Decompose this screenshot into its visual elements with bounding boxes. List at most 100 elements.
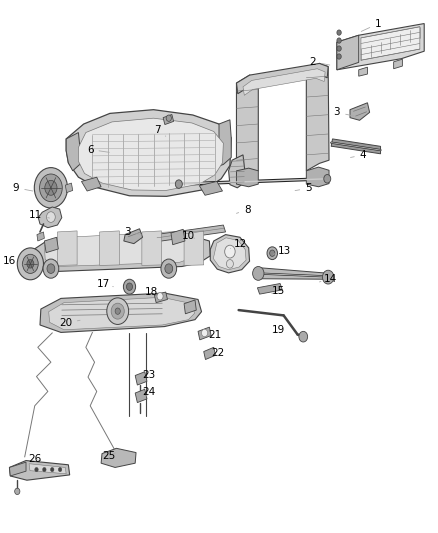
Polygon shape bbox=[171, 229, 185, 245]
Polygon shape bbox=[204, 348, 215, 360]
Text: 23: 23 bbox=[142, 370, 156, 381]
Polygon shape bbox=[66, 110, 231, 196]
Text: 9: 9 bbox=[13, 183, 33, 193]
Polygon shape bbox=[142, 231, 162, 265]
Polygon shape bbox=[37, 232, 44, 241]
Polygon shape bbox=[237, 75, 258, 174]
Text: 22: 22 bbox=[212, 348, 225, 358]
Text: 21: 21 bbox=[208, 329, 221, 340]
Polygon shape bbox=[214, 120, 231, 167]
Text: 8: 8 bbox=[237, 205, 251, 215]
Polygon shape bbox=[331, 139, 381, 154]
Polygon shape bbox=[184, 300, 196, 314]
Text: 12: 12 bbox=[230, 239, 247, 249]
Polygon shape bbox=[81, 177, 101, 191]
Circle shape bbox=[45, 180, 57, 195]
Circle shape bbox=[17, 248, 43, 280]
Circle shape bbox=[43, 259, 59, 278]
Polygon shape bbox=[10, 461, 70, 480]
Circle shape bbox=[299, 332, 307, 342]
Text: 20: 20 bbox=[59, 318, 80, 328]
Polygon shape bbox=[198, 327, 211, 340]
Polygon shape bbox=[38, 207, 62, 228]
Text: 13: 13 bbox=[274, 246, 291, 255]
Circle shape bbox=[324, 174, 331, 183]
Polygon shape bbox=[57, 231, 77, 265]
Polygon shape bbox=[135, 372, 147, 385]
Text: 10: 10 bbox=[182, 231, 195, 241]
Text: 3: 3 bbox=[334, 107, 354, 117]
Circle shape bbox=[337, 54, 341, 59]
Text: 14: 14 bbox=[319, 274, 337, 284]
Circle shape bbox=[201, 329, 208, 337]
Circle shape bbox=[124, 279, 136, 294]
Polygon shape bbox=[306, 63, 329, 171]
Polygon shape bbox=[10, 462, 26, 476]
Text: 7: 7 bbox=[154, 125, 166, 136]
Circle shape bbox=[35, 467, 38, 472]
Polygon shape bbox=[124, 229, 143, 244]
Polygon shape bbox=[237, 63, 328, 94]
Polygon shape bbox=[49, 297, 194, 330]
Circle shape bbox=[267, 247, 278, 260]
Circle shape bbox=[270, 250, 275, 256]
Circle shape bbox=[111, 303, 124, 319]
Polygon shape bbox=[44, 231, 202, 266]
Polygon shape bbox=[135, 389, 147, 402]
Polygon shape bbox=[100, 231, 119, 265]
Circle shape bbox=[175, 180, 182, 188]
Circle shape bbox=[46, 212, 55, 222]
Polygon shape bbox=[32, 233, 210, 272]
Polygon shape bbox=[40, 293, 201, 333]
Polygon shape bbox=[155, 225, 226, 241]
Polygon shape bbox=[255, 268, 332, 279]
Polygon shape bbox=[350, 103, 370, 120]
Circle shape bbox=[337, 30, 341, 35]
Circle shape bbox=[165, 264, 173, 273]
Polygon shape bbox=[163, 115, 173, 125]
Circle shape bbox=[47, 264, 55, 273]
Circle shape bbox=[253, 266, 264, 280]
Circle shape bbox=[107, 298, 129, 325]
Polygon shape bbox=[394, 59, 403, 69]
Circle shape bbox=[22, 254, 38, 273]
Polygon shape bbox=[78, 118, 223, 190]
Polygon shape bbox=[210, 235, 250, 273]
Polygon shape bbox=[184, 231, 204, 265]
Circle shape bbox=[115, 308, 120, 314]
Circle shape bbox=[50, 467, 54, 472]
Circle shape bbox=[14, 488, 20, 495]
Circle shape bbox=[42, 467, 46, 472]
Polygon shape bbox=[337, 23, 424, 70]
Polygon shape bbox=[101, 448, 136, 467]
Text: 16: 16 bbox=[3, 256, 22, 266]
Circle shape bbox=[127, 283, 133, 290]
Circle shape bbox=[58, 467, 62, 472]
Circle shape bbox=[337, 46, 341, 51]
Polygon shape bbox=[243, 69, 325, 95]
Text: 24: 24 bbox=[142, 387, 156, 398]
Text: 6: 6 bbox=[87, 144, 109, 155]
Text: 25: 25 bbox=[102, 451, 116, 461]
Circle shape bbox=[322, 270, 334, 284]
Text: 1: 1 bbox=[361, 19, 381, 31]
Polygon shape bbox=[66, 133, 81, 171]
Polygon shape bbox=[306, 167, 329, 187]
Polygon shape bbox=[229, 155, 246, 188]
Text: 26: 26 bbox=[28, 454, 41, 464]
Polygon shape bbox=[258, 284, 283, 294]
Polygon shape bbox=[237, 168, 258, 187]
Polygon shape bbox=[337, 35, 359, 70]
Polygon shape bbox=[199, 181, 223, 195]
Polygon shape bbox=[65, 183, 73, 192]
Circle shape bbox=[27, 260, 34, 268]
Text: 18: 18 bbox=[145, 287, 158, 297]
Circle shape bbox=[337, 38, 341, 43]
Circle shape bbox=[225, 245, 235, 258]
Text: 19: 19 bbox=[271, 325, 285, 335]
Circle shape bbox=[161, 259, 177, 278]
Circle shape bbox=[166, 115, 171, 122]
Text: 11: 11 bbox=[29, 210, 49, 220]
Polygon shape bbox=[29, 464, 66, 474]
Circle shape bbox=[157, 293, 163, 300]
